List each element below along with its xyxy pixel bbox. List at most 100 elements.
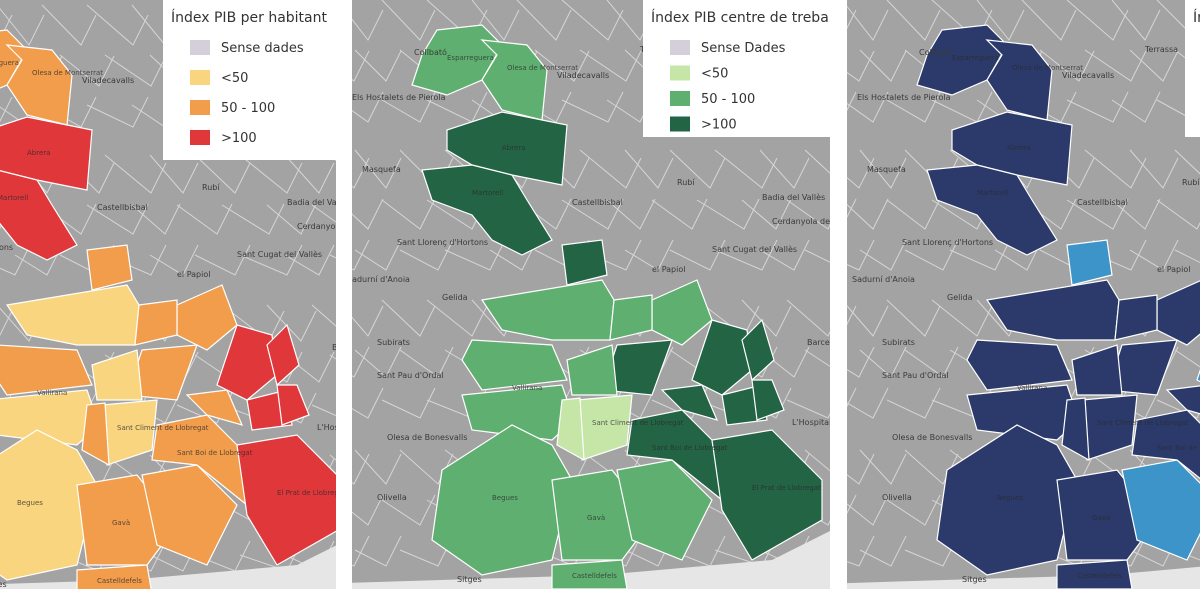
municipality — [616, 459, 713, 561]
municipality — [1061, 397, 1090, 462]
base-border — [352, 198, 384, 230]
municipality — [691, 319, 753, 396]
base-border — [1129, 49, 1179, 82]
legend-swatch — [190, 100, 210, 115]
base-border — [284, 154, 335, 194]
municipality-label: Martorell — [472, 189, 503, 197]
place-label: el Papiol — [177, 270, 210, 279]
municipality — [1056, 559, 1133, 589]
municipality-label: Sant Boi de Llobregat — [652, 444, 728, 452]
place-label: Olesa de Bonesvalls — [387, 433, 467, 442]
municipality — [185, 389, 244, 426]
base-border — [1111, 91, 1161, 123]
municipality-label: Gavà — [1092, 514, 1110, 522]
base-border — [804, 249, 830, 263]
base-border — [931, 299, 993, 337]
municipality-label: Olesa de Montserrat — [32, 69, 103, 77]
base-border — [624, 239, 674, 271]
base-border — [886, 0, 941, 41]
base-border — [847, 387, 889, 419]
base-border — [354, 149, 402, 189]
base-border — [352, 535, 370, 567]
base-border — [847, 239, 875, 271]
municipality-label: Vallirana — [1017, 384, 1047, 392]
base-border — [176, 203, 233, 235]
base-border — [1156, 399, 1200, 419]
base-border — [624, 149, 674, 189]
municipality — [556, 397, 585, 462]
base-border — [1111, 0, 1161, 41]
municipality-label: Sant Boi de Llobregat — [1157, 444, 1200, 452]
base-border — [194, 154, 251, 194]
base-border — [381, 299, 436, 337]
legend-label: <50 — [221, 71, 248, 86]
municipality-label: Castelldefels — [97, 577, 142, 585]
base-border — [669, 149, 726, 189]
base-border — [714, 239, 778, 271]
municipality-label: El Prat de Llobregat — [277, 489, 346, 497]
municipality — [134, 299, 178, 346]
legend-label: Sense Dades — [701, 41, 786, 56]
base-border — [759, 239, 810, 271]
base-border — [352, 453, 370, 485]
municipality — [446, 111, 568, 186]
base-border — [0, 310, 13, 337]
municipality-label: Vallirana — [37, 389, 67, 397]
place-label: Terrassa — [1144, 45, 1178, 54]
base-border — [786, 199, 830, 230]
municipality — [5, 44, 73, 126]
place-label: Badia del Vallès — [762, 192, 825, 202]
place-label: Sant Cugat del Vallès — [237, 249, 322, 259]
place-label: Olivella — [882, 493, 912, 502]
base-border — [354, 449, 402, 485]
base-border — [516, 0, 572, 41]
municipality — [236, 434, 336, 566]
municipality — [91, 349, 143, 401]
municipality-label: Sant Climent de Llobregat — [1097, 419, 1189, 427]
base-border — [426, 299, 488, 337]
municipality — [966, 339, 1073, 391]
base-border — [1174, 249, 1200, 264]
base-border — [311, 404, 336, 417]
base-border — [904, 449, 959, 485]
municipality-label: Abrera — [1007, 144, 1030, 152]
place-label: Sadurní d'Anoia — [852, 275, 915, 284]
base-border — [579, 149, 642, 189]
base-border — [1066, 0, 1129, 41]
legend-label: 50 - 100 — [221, 101, 275, 116]
municipality-label: Gavà — [112, 519, 130, 527]
place-label: Sant Llorenç d'Hortons — [397, 238, 488, 247]
place-label: el Papiol — [652, 265, 685, 274]
place-label: Rubí — [1182, 178, 1200, 187]
base-border — [847, 305, 889, 337]
base-border — [311, 204, 336, 223]
base-border — [1066, 198, 1129, 230]
base-border — [606, 198, 656, 230]
base-border — [804, 349, 830, 368]
sea — [352, 531, 830, 589]
base-border — [352, 305, 384, 337]
base-border — [1129, 149, 1179, 189]
base-border — [399, 449, 454, 485]
municipality — [76, 564, 152, 589]
base-border — [381, 0, 436, 41]
base-border — [859, 49, 907, 82]
municipality — [916, 24, 1008, 96]
municipality-label: Olesa de Montserrat — [507, 64, 578, 72]
place-label: Olivella — [377, 493, 407, 502]
base-border — [1039, 49, 1095, 82]
place-label: Sitges — [0, 580, 7, 589]
base-border — [847, 387, 857, 408]
municipality — [1066, 239, 1113, 286]
base-border — [471, 0, 520, 41]
base-border — [354, 49, 402, 82]
municipality-label: Martorell — [977, 189, 1008, 197]
base-border — [859, 346, 907, 378]
municipality-label: Begues — [492, 494, 518, 502]
base-border — [381, 494, 436, 526]
place-label: Viladecavalls — [1062, 71, 1114, 80]
